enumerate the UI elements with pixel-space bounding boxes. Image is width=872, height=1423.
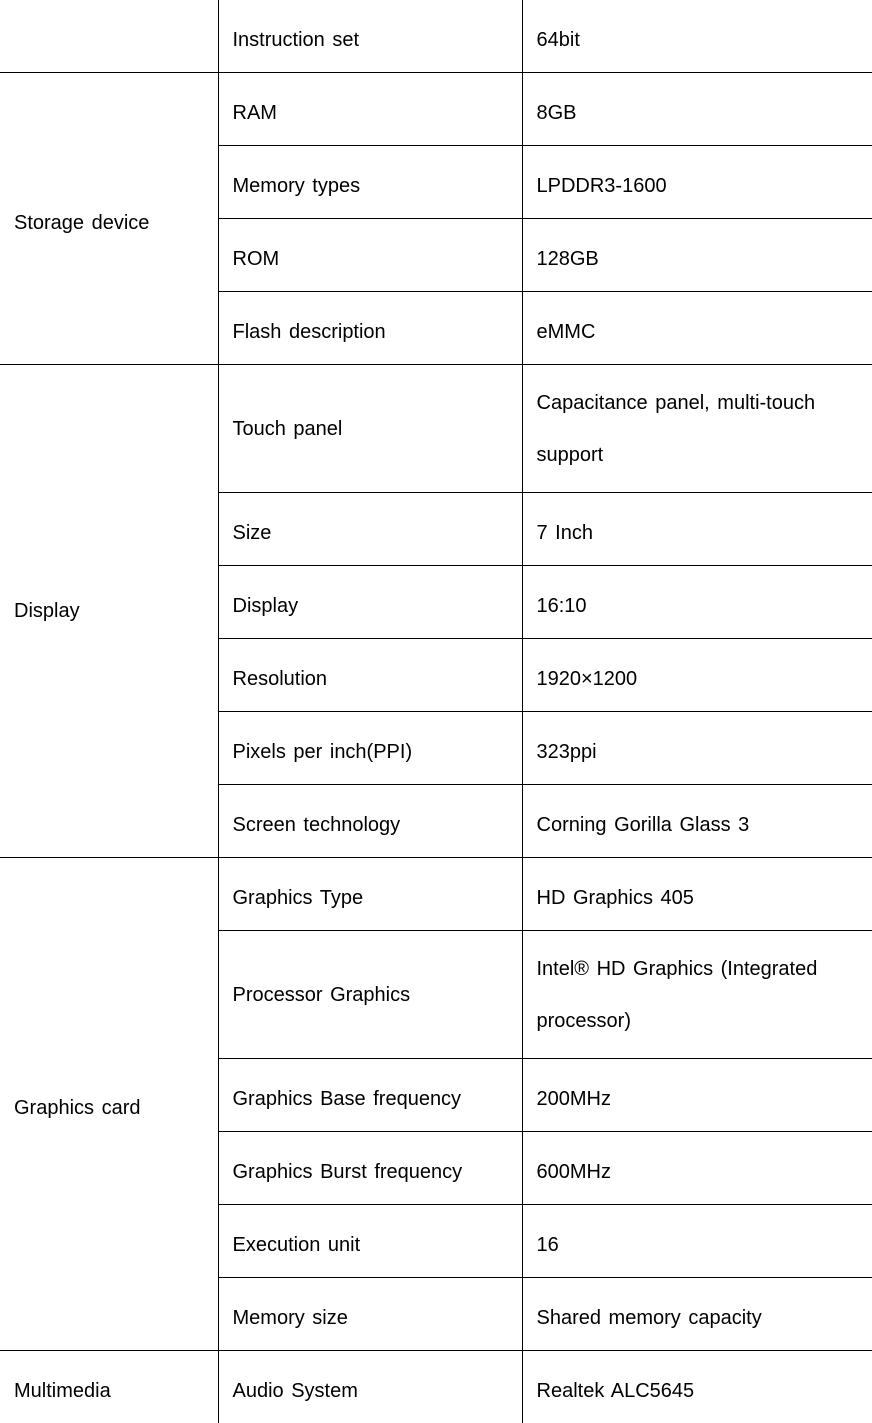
label-cell: Audio System: [218, 1351, 522, 1423]
value-cell: 16: [522, 1205, 872, 1278]
table-row: Storage device RAM 8GB: [0, 73, 872, 146]
label-cell: Display: [218, 566, 522, 639]
label-cell: Touch panel: [218, 365, 522, 493]
value-cell: 128GB: [522, 219, 872, 292]
value-cell: Intel® HD Graphics (Integrated processor…: [522, 931, 872, 1059]
value-cell: 64bit: [522, 0, 872, 73]
value-cell: 1920×1200: [522, 639, 872, 712]
label-cell: Pixels per inch(PPI): [218, 712, 522, 785]
label-cell: Memory size: [218, 1278, 522, 1351]
table-row: Graphics card Graphics Type HD Graphics …: [0, 858, 872, 931]
category-cell: Display: [0, 365, 218, 858]
value-cell: LPDDR3-1600: [522, 146, 872, 219]
label-cell: Graphics Burst frequency: [218, 1132, 522, 1205]
label-cell: Execution unit: [218, 1205, 522, 1278]
label-cell: RAM: [218, 73, 522, 146]
value-cell: 16:10: [522, 566, 872, 639]
label-cell: Graphics Base frequency: [218, 1059, 522, 1132]
value-cell: Shared memory capacity: [522, 1278, 872, 1351]
label-cell: ROM: [218, 219, 522, 292]
label-cell: Size: [218, 493, 522, 566]
value-cell: 323ppi: [522, 712, 872, 785]
value-cell: Corning Gorilla Glass 3: [522, 785, 872, 858]
value-cell: 600MHz: [522, 1132, 872, 1205]
value-cell: Capacitance panel, multi-touch support: [522, 365, 872, 493]
category-cell: Multimedia: [0, 1351, 218, 1423]
label-cell: Resolution: [218, 639, 522, 712]
value-cell: 200MHz: [522, 1059, 872, 1132]
label-cell: Flash description: [218, 292, 522, 365]
label-cell: Graphics Type: [218, 858, 522, 931]
category-cell: Graphics card: [0, 858, 218, 1351]
label-cell: Memory types: [218, 146, 522, 219]
value-cell: 8GB: [522, 73, 872, 146]
label-cell: Processor Graphics: [218, 931, 522, 1059]
spec-table: Instruction set 64bit Storage device RAM…: [0, 0, 872, 1423]
table-row: Multimedia Audio System Realtek ALC5645: [0, 1351, 872, 1423]
table-row: Display Touch panel Capacitance panel, m…: [0, 365, 872, 493]
label-cell: Screen technology: [218, 785, 522, 858]
table-row: Instruction set 64bit: [0, 0, 872, 73]
value-cell: HD Graphics 405: [522, 858, 872, 931]
category-cell: Storage device: [0, 73, 218, 365]
category-cell: [0, 0, 218, 73]
value-cell: 7 Inch: [522, 493, 872, 566]
value-cell: eMMC: [522, 292, 872, 365]
value-cell: Realtek ALC5645: [522, 1351, 872, 1423]
label-cell: Instruction set: [218, 0, 522, 73]
